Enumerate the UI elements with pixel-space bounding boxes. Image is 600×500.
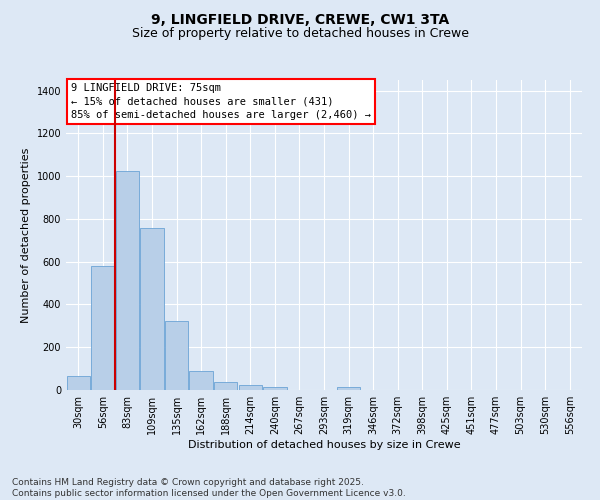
Bar: [239, 386, 262, 390]
Text: Size of property relative to detached houses in Crewe: Size of property relative to detached ho…: [131, 28, 469, 40]
Bar: [263, 388, 287, 390]
Text: 9, LINGFIELD DRIVE, CREWE, CW1 3TA: 9, LINGFIELD DRIVE, CREWE, CW1 3TA: [151, 12, 449, 26]
Bar: [140, 228, 164, 390]
Text: Contains HM Land Registry data © Crown copyright and database right 2025.
Contai: Contains HM Land Registry data © Crown c…: [12, 478, 406, 498]
Bar: [214, 382, 238, 390]
Bar: [91, 266, 115, 390]
Bar: [67, 376, 90, 390]
Y-axis label: Number of detached properties: Number of detached properties: [21, 148, 31, 322]
X-axis label: Distribution of detached houses by size in Crewe: Distribution of detached houses by size …: [188, 440, 460, 450]
Bar: [165, 320, 188, 390]
Bar: [190, 371, 213, 390]
Text: 9 LINGFIELD DRIVE: 75sqm
← 15% of detached houses are smaller (431)
85% of semi-: 9 LINGFIELD DRIVE: 75sqm ← 15% of detach…: [71, 83, 371, 120]
Bar: [116, 171, 139, 390]
Bar: [337, 388, 360, 390]
